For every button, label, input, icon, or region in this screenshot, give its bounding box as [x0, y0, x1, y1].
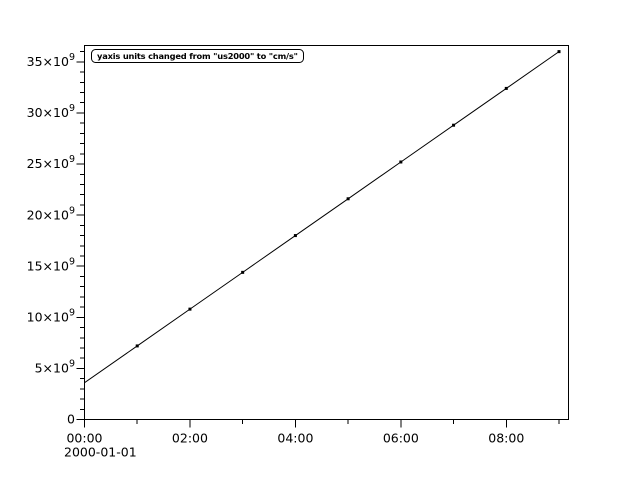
data-point: [135, 344, 139, 348]
data-point: [293, 234, 297, 238]
data-point: [346, 197, 350, 201]
data-point: [188, 307, 192, 311]
data-point: [399, 160, 403, 164]
y-tick-label: 15×109: [27, 256, 75, 273]
y-tick-label: 30×109: [27, 103, 75, 120]
annotation: yaxis units changed from "us2000" to "cm…: [91, 49, 304, 63]
y-tick-label: 10×109: [27, 308, 75, 325]
x-tick-label: 02:00: [172, 431, 208, 446]
data-series: [84, 50, 561, 384]
x-axis-date-label: 2000-01-01: [64, 445, 137, 460]
y-axis: 0 5×109 10×109 15×109 20×109 25×109 30×109 35×1…: [27, 51, 85, 427]
x-axis: 00:00 02:00 04:00 06:00 08:00: [66, 419, 560, 446]
data-point: [504, 86, 508, 90]
annotation-box: [91, 49, 304, 63]
y-tick-label: 35×109: [27, 52, 75, 69]
x-tick-label: 06:00: [383, 431, 419, 446]
x-tick-label: 00:00: [66, 431, 102, 446]
x-tick-label: 04:00: [277, 431, 313, 446]
y-tick-label: 20×109: [27, 205, 75, 222]
plot-frame: [84, 45, 569, 420]
y-tick-label: 25×109: [27, 154, 75, 171]
y-tick-label: 5×109: [35, 359, 75, 376]
y-tick-label: 0: [67, 412, 75, 427]
annotation-text: yaxis units changed from "us2000" to "cm…: [97, 51, 298, 61]
data-point: [452, 123, 456, 127]
data-line: [84, 51, 560, 384]
data-point: [241, 270, 245, 274]
data-point: [557, 50, 561, 54]
x-tick-label: 08:00: [488, 431, 524, 446]
